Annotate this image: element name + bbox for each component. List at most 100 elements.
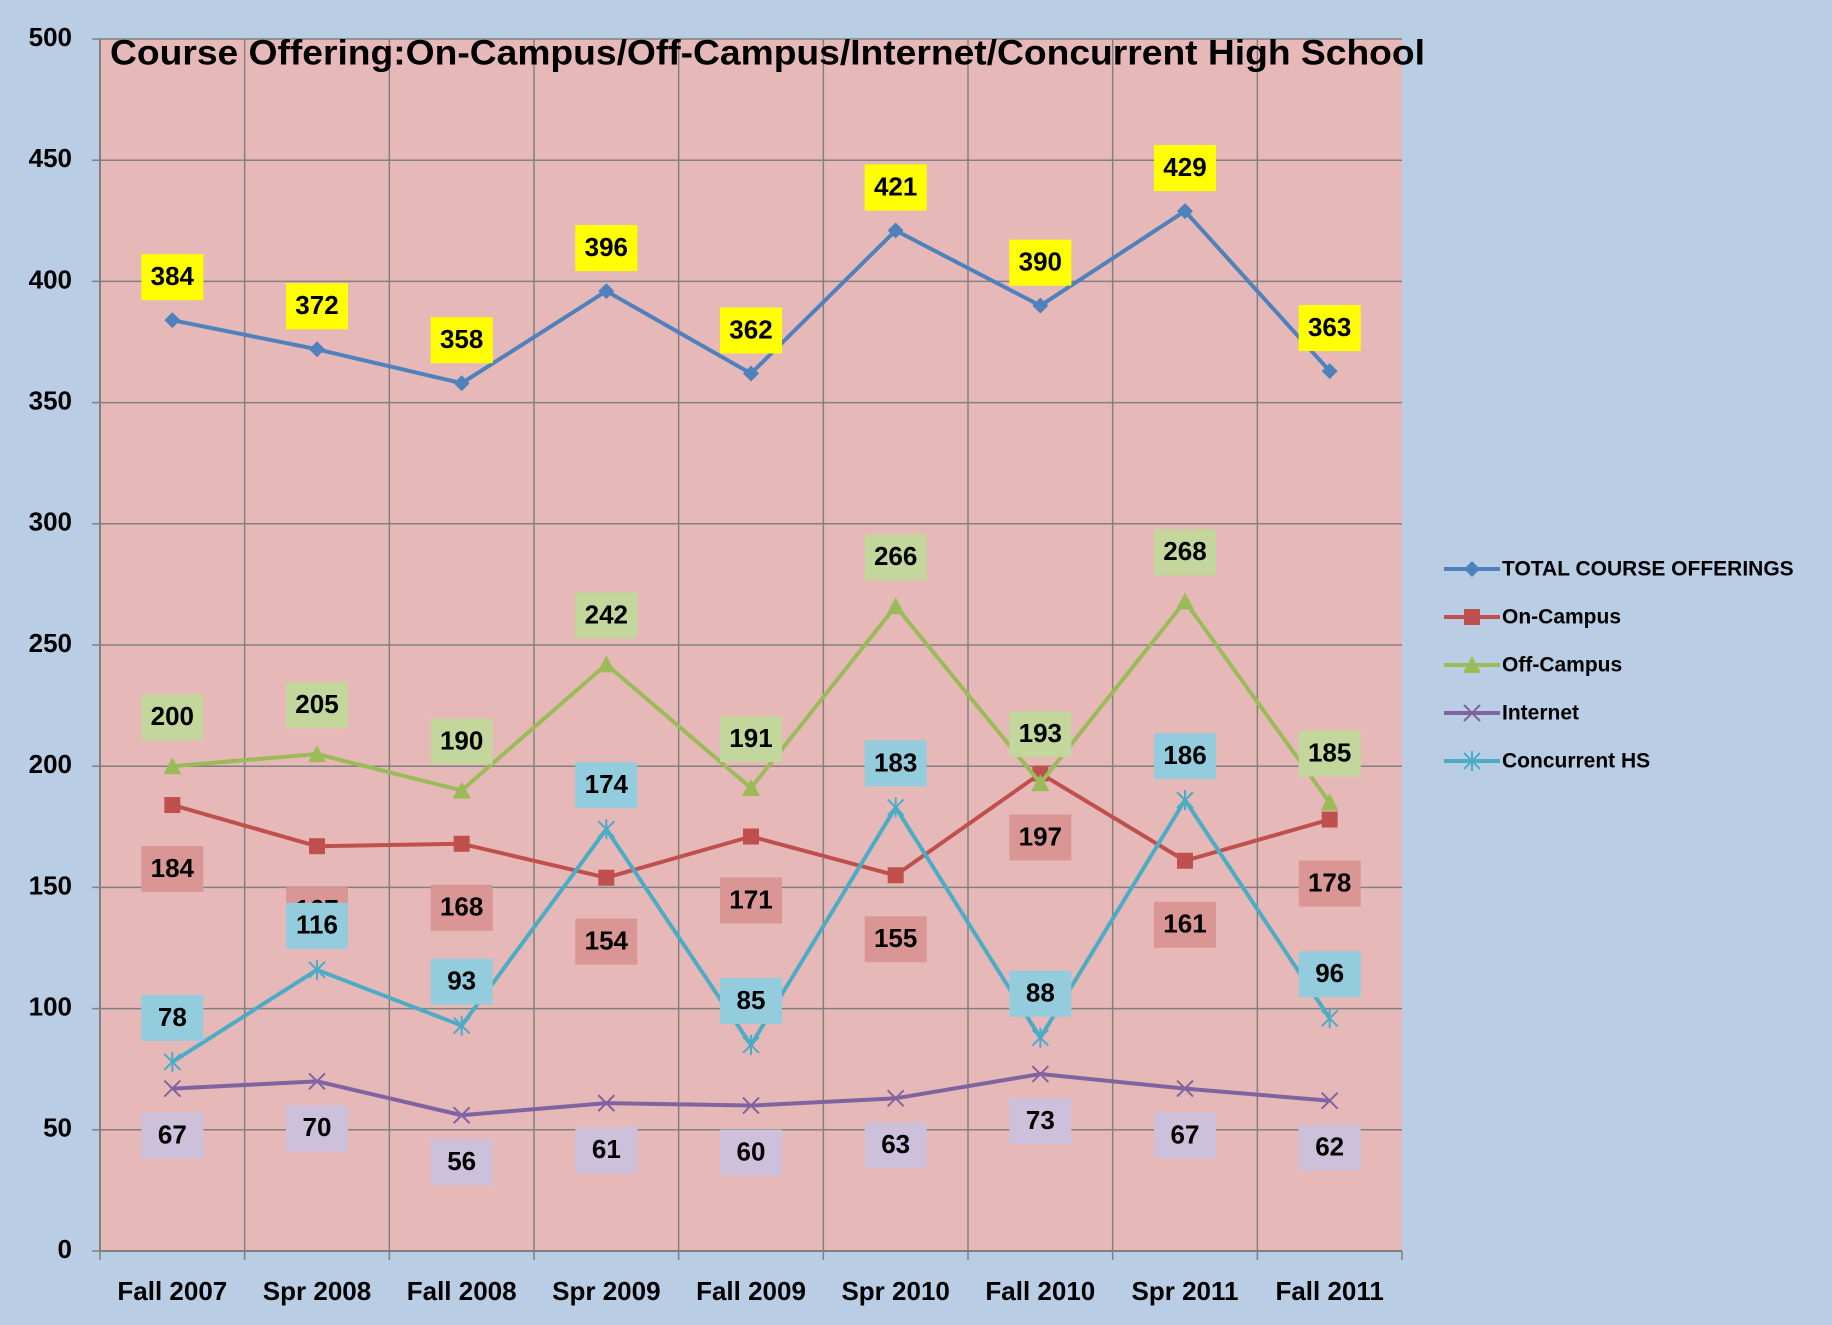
data-label-box (1298, 305, 1361, 352)
data-label-box (1298, 860, 1361, 907)
data-label-box (1154, 529, 1216, 576)
data-label: 96 (1315, 958, 1344, 988)
legend-label: On-Campus (1502, 606, 1621, 629)
data-point (1031, 1065, 1050, 1083)
data-point (1320, 1008, 1339, 1029)
x-tick-label: Spr 2008 (263, 1276, 371, 1306)
x-tick-label: Fall 2007 (117, 1276, 227, 1306)
data-point (452, 1015, 471, 1036)
data-label-box (286, 283, 348, 330)
data-label-box (1154, 145, 1216, 192)
data-point (1320, 1092, 1339, 1110)
data-point (452, 1106, 471, 1124)
data-label-box (430, 317, 493, 364)
data-label-box (141, 254, 204, 301)
data-label-box (141, 694, 204, 741)
data-label-box (430, 884, 493, 931)
data-label-box (720, 977, 782, 1024)
data-point (743, 828, 759, 845)
legend-marker (1463, 704, 1481, 722)
data-label: 200 (151, 701, 194, 731)
data-point (163, 1051, 182, 1072)
legend-marker (1463, 751, 1481, 771)
y-tick-label: 350 (29, 385, 72, 415)
data-point (597, 819, 616, 840)
data-label-box (864, 534, 927, 581)
x-tick-label: Fall 2009 (696, 1276, 806, 1306)
data-label: 268 (1163, 536, 1206, 566)
data-point (597, 655, 616, 673)
data-point (308, 1072, 326, 1091)
data-label: 184 (151, 853, 195, 883)
data-label: 266 (874, 541, 917, 571)
x-tick-label: Fall 2011 (1275, 1276, 1383, 1306)
legend-label: Internet (1502, 702, 1579, 725)
legend-label: Off-Campus (1502, 654, 1622, 677)
x-tick-label: Fall 2008 (407, 1276, 517, 1306)
data-point (1031, 774, 1050, 792)
data-label: 242 (585, 599, 628, 629)
y-tick-label: 50 (43, 1113, 72, 1143)
data-label-box (430, 958, 493, 1005)
data-label: 193 (1019, 718, 1062, 748)
data-label: 62 (1315, 1132, 1344, 1162)
data-label-box (720, 716, 782, 763)
data-point (1176, 1079, 1194, 1098)
data-point (453, 375, 470, 392)
data-label-box (286, 1105, 348, 1152)
data-point (1320, 793, 1339, 811)
y-tick-label: 400 (29, 264, 72, 294)
data-label: 60 (737, 1136, 766, 1166)
data-label-box (430, 1139, 493, 1186)
data-label: 168 (440, 892, 483, 922)
data-label-box (1154, 901, 1216, 948)
y-tick-label: 100 (29, 991, 72, 1021)
x-tick-label: Fall 2010 (985, 1276, 1095, 1306)
data-point (1032, 297, 1049, 314)
data-point (452, 781, 471, 799)
data-point (887, 222, 904, 239)
data-label: 358 (440, 324, 483, 354)
data-point (742, 1096, 760, 1115)
data-label: 372 (295, 290, 338, 320)
data-point (887, 867, 904, 884)
y-tick-label: 300 (29, 507, 72, 537)
data-label: 174 (585, 769, 629, 799)
data-label-box (720, 307, 782, 354)
x-tick-label: Spr 2009 (552, 1276, 660, 1306)
data-point (163, 757, 182, 775)
data-label: 171 (729, 884, 772, 914)
data-label: 67 (158, 1119, 187, 1149)
data-point (1176, 790, 1194, 811)
data-label-box (575, 592, 638, 639)
data-label-box (575, 1127, 638, 1174)
data-label-box (1298, 951, 1361, 998)
x-tick-label: Spr 2011 (1132, 1276, 1239, 1306)
data-label: 56 (447, 1146, 476, 1176)
data-label-box (1009, 239, 1072, 286)
y-tick-label: 200 (29, 749, 72, 779)
data-label: 116 (296, 910, 338, 940)
data-label-box (141, 1112, 204, 1159)
data-label: 67 (1171, 1119, 1200, 1149)
data-label: 384 (151, 261, 195, 291)
data-label-box (430, 718, 493, 765)
data-label: 93 (447, 965, 476, 995)
y-tick-label: 0 (58, 1234, 72, 1264)
legend-marker (1464, 561, 1480, 577)
data-point (598, 283, 615, 300)
data-point (742, 779, 760, 797)
data-label-box (1298, 1124, 1361, 1171)
data-label: 70 (303, 1112, 332, 1142)
data-label-box (1009, 814, 1072, 861)
legend-label: Concurrent HS (1502, 750, 1650, 773)
data-label-box (141, 994, 204, 1041)
data-point (1321, 363, 1338, 380)
data-label-box (1009, 1098, 1072, 1145)
x-tick-label: Spr 2010 (841, 1276, 949, 1306)
data-point (1177, 203, 1193, 220)
data-label: 421 (874, 171, 917, 201)
data-label: 178 (1308, 867, 1351, 897)
data-label-box (286, 682, 348, 729)
